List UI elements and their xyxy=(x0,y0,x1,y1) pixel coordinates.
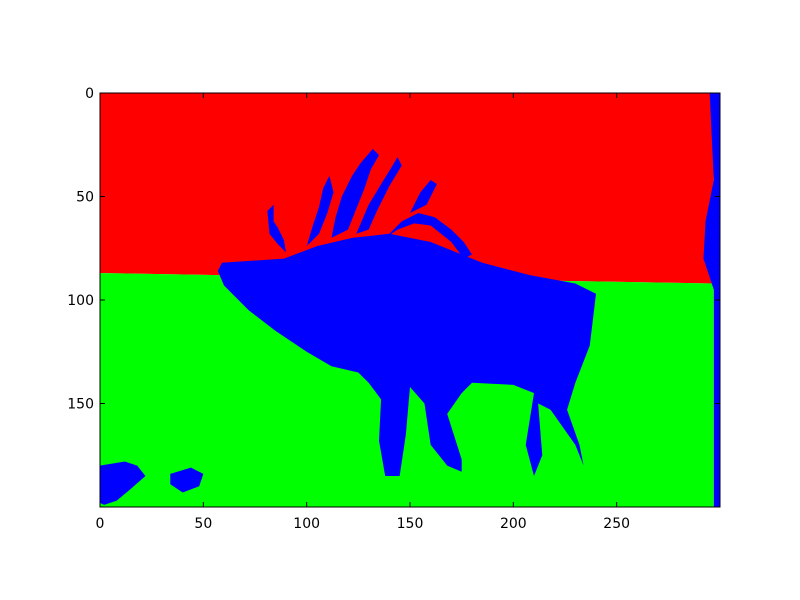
segment-region-class-2 xyxy=(385,213,472,259)
y-tick-label: 50 xyxy=(76,190,94,206)
segment-region-class-2 xyxy=(410,179,437,214)
x-tick-label: 0 xyxy=(96,516,105,532)
y-tick-label: 0 xyxy=(85,86,94,102)
segment-region-class-2 xyxy=(267,204,286,253)
x-tick-label: 100 xyxy=(293,516,320,532)
y-tick-label: 100 xyxy=(67,293,94,309)
segment-region-class-2 xyxy=(217,233,597,476)
x-tick-label: 250 xyxy=(603,516,630,532)
x-tick-label: 50 xyxy=(194,516,212,532)
x-tick-label: 150 xyxy=(397,516,424,532)
segment-region-class-2 xyxy=(170,467,204,493)
axis-ticks: 0 50 100 150 200 250 0 50 100 150 xyxy=(67,86,720,532)
axes-frame xyxy=(99,92,721,508)
segment-region-class-2 xyxy=(331,148,379,238)
segment-region-class-0 xyxy=(100,93,714,284)
y-tick-label: 150 xyxy=(67,397,94,413)
segment-region-class-2 xyxy=(100,461,146,505)
segment-region-class-2 xyxy=(306,175,334,247)
segment-region-class-2 xyxy=(356,157,402,234)
plot-area xyxy=(100,93,720,507)
x-tick-label: 200 xyxy=(500,516,527,532)
